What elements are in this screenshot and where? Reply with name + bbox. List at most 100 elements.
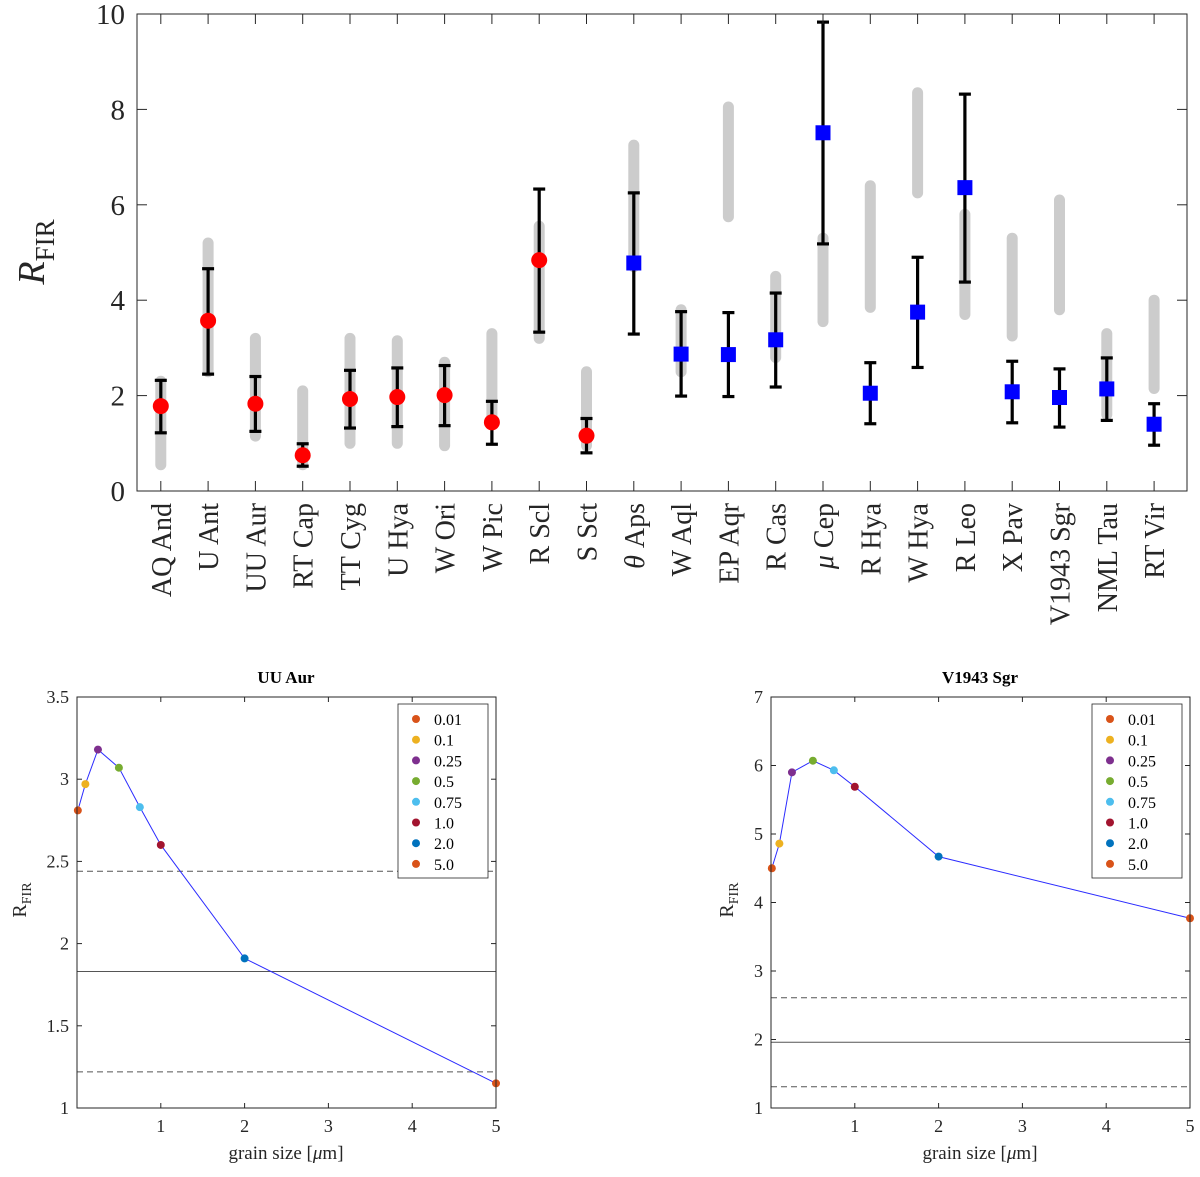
y-tick-label: 2: [60, 934, 69, 954]
x-tick-label: U Hya: [383, 502, 414, 576]
v1943-sgr-x-ticks: 1 2 3 4 5: [850, 697, 1195, 1136]
x-tick-label: 4: [408, 1116, 417, 1136]
x-tick-label-text: Cep: [809, 503, 840, 555]
uu-aur-chart: UU Aur 1 1.5 2 2.5 3 3.5 1 2 3 4 5 0.01 0.1 0.25 0.5…: [9, 668, 501, 1164]
v1943-sgr-y-axis-label: RFIR: [716, 882, 742, 918]
legend-label: 0.5: [1128, 774, 1148, 791]
x-tick-label: μ Cep: [809, 503, 840, 570]
x-tick-label-text: EP Aqr: [714, 502, 745, 583]
data-point-square: [862, 385, 878, 401]
legend-marker: [1106, 777, 1114, 786]
x-tick-label: RT Cap: [289, 503, 320, 589]
legend-marker: [412, 818, 420, 827]
data-point-circle: [294, 447, 311, 464]
uu-aur-x-axis-label: grain size [μm]: [228, 1143, 343, 1164]
x-tick-label-text: UU Aur: [241, 502, 272, 592]
legend-marker: [1106, 735, 1114, 744]
x-tick-label: 5: [1186, 1116, 1195, 1136]
x-tick-label: X Pav: [998, 503, 1029, 572]
y-tick-label: 3: [60, 769, 69, 789]
data-point-square: [815, 125, 831, 141]
y-tick-label: 10: [96, 0, 125, 31]
x-tick-label: W Pic: [478, 503, 509, 572]
v1943-sgr-x-label-mu: μ: [1006, 1143, 1017, 1164]
data-point: [73, 806, 82, 815]
x-tick-label: R Cas: [762, 503, 793, 571]
legend-box: [1091, 703, 1183, 879]
x-tick-label: 2: [240, 1116, 249, 1136]
x-tick-label: R Scl: [525, 503, 556, 565]
top-error-bars: [154, 20, 1161, 468]
v1943-sgr-x-axis-label: grain size [μm]: [922, 1143, 1037, 1164]
data-point: [240, 954, 249, 963]
legend-label: 0.25: [434, 753, 462, 770]
x-tick-label-text: W Hya: [904, 502, 935, 582]
x-tick-label: V1943 Sgr: [1046, 502, 1077, 625]
v1943-sgr-series-line: [771, 760, 1191, 919]
v1943-sgr-y-ticks: 1 2 3 4 5 6 7: [754, 687, 1190, 1118]
y-tick-label: 3: [754, 961, 763, 981]
y-tick-label: 8: [111, 94, 126, 126]
x-tick-label-greek: μ: [809, 555, 840, 570]
data-point-square: [768, 332, 784, 348]
x-tick-label: U Ant: [194, 503, 225, 571]
y-tick-label: 4: [111, 285, 126, 317]
legend-marker: [1106, 756, 1114, 765]
uu-aur-reference-lines: [77, 870, 496, 1073]
x-tick-label: W Aql: [667, 503, 698, 577]
x-tick-label: 5: [492, 1116, 501, 1136]
legend-marker: [412, 756, 420, 765]
data-point: [81, 780, 90, 789]
x-tick-label-text: Aps: [620, 503, 651, 555]
x-tick-label: R Leo: [951, 503, 982, 572]
y-tick-label: 3.5: [47, 687, 70, 707]
v1943-sgr-x-label-prefix: grain size [: [922, 1143, 1006, 1164]
x-tick-label: 3: [324, 1116, 333, 1136]
data-point-square: [957, 180, 973, 196]
y-tick-label: 4: [754, 893, 763, 913]
data-point-circle: [152, 398, 169, 415]
uu-aur-y-ticks: 1 1.5 2 2.5 3 3.5: [47, 687, 496, 1118]
legend-label: 0.1: [1128, 733, 1148, 750]
uu-aur-y-label-sub: FIR: [20, 882, 35, 904]
legend-label: 0.1: [434, 733, 454, 750]
data-point-square: [626, 255, 642, 271]
x-tick-label: NML Tau: [1093, 503, 1124, 612]
legend-label: 2.0: [1128, 836, 1148, 853]
uu-aur-points: [73, 745, 500, 1088]
legend-marker: [412, 777, 420, 786]
legend-marker: [412, 797, 420, 806]
x-tick-label-text: AQ And: [147, 503, 178, 597]
v1943-sgr-reference-lines: [771, 997, 1190, 1088]
data-point-circle: [578, 427, 595, 444]
data-point-circle: [200, 312, 217, 329]
legend-marker: [1106, 859, 1114, 868]
data-point-square: [1099, 381, 1115, 397]
top-chart: 0 2 4 6 8 10 AQ And U Ant UU Aur RT Cap TT Cyg U H…: [11, 0, 1188, 625]
x-tick-label: UU Aur: [241, 502, 272, 592]
legend-marker: [412, 735, 420, 744]
y-tick-label: 1: [754, 1098, 763, 1118]
x-tick-label: W Ori: [431, 503, 462, 573]
data-point-square: [720, 347, 736, 363]
x-tick-label: RT Vir: [1140, 502, 1171, 578]
data-point: [787, 768, 796, 777]
x-tick-label-text: R Leo: [951, 503, 982, 572]
x-tick-label: 4: [1102, 1116, 1111, 1136]
legend-box: [397, 703, 489, 879]
uu-aur-y-axis-label: RFIR: [9, 882, 35, 918]
legend-label: 5.0: [1128, 857, 1148, 874]
top-y-axis-label-sub: FIR: [30, 219, 60, 261]
uu-aur-y-label-main: R: [9, 904, 31, 918]
data-point-square: [1004, 384, 1020, 400]
data-point: [934, 852, 943, 861]
data-point-circle: [247, 395, 264, 412]
y-tick-label: 1.5: [47, 1016, 70, 1036]
x-tick-label-text: W Aql: [667, 503, 698, 577]
x-tick-label: 1: [156, 1116, 165, 1136]
uu-aur-x-label-suffix: m]: [322, 1143, 343, 1164]
x-tick-label-text: RT Cap: [289, 503, 320, 589]
legend-marker: [1106, 818, 1114, 827]
